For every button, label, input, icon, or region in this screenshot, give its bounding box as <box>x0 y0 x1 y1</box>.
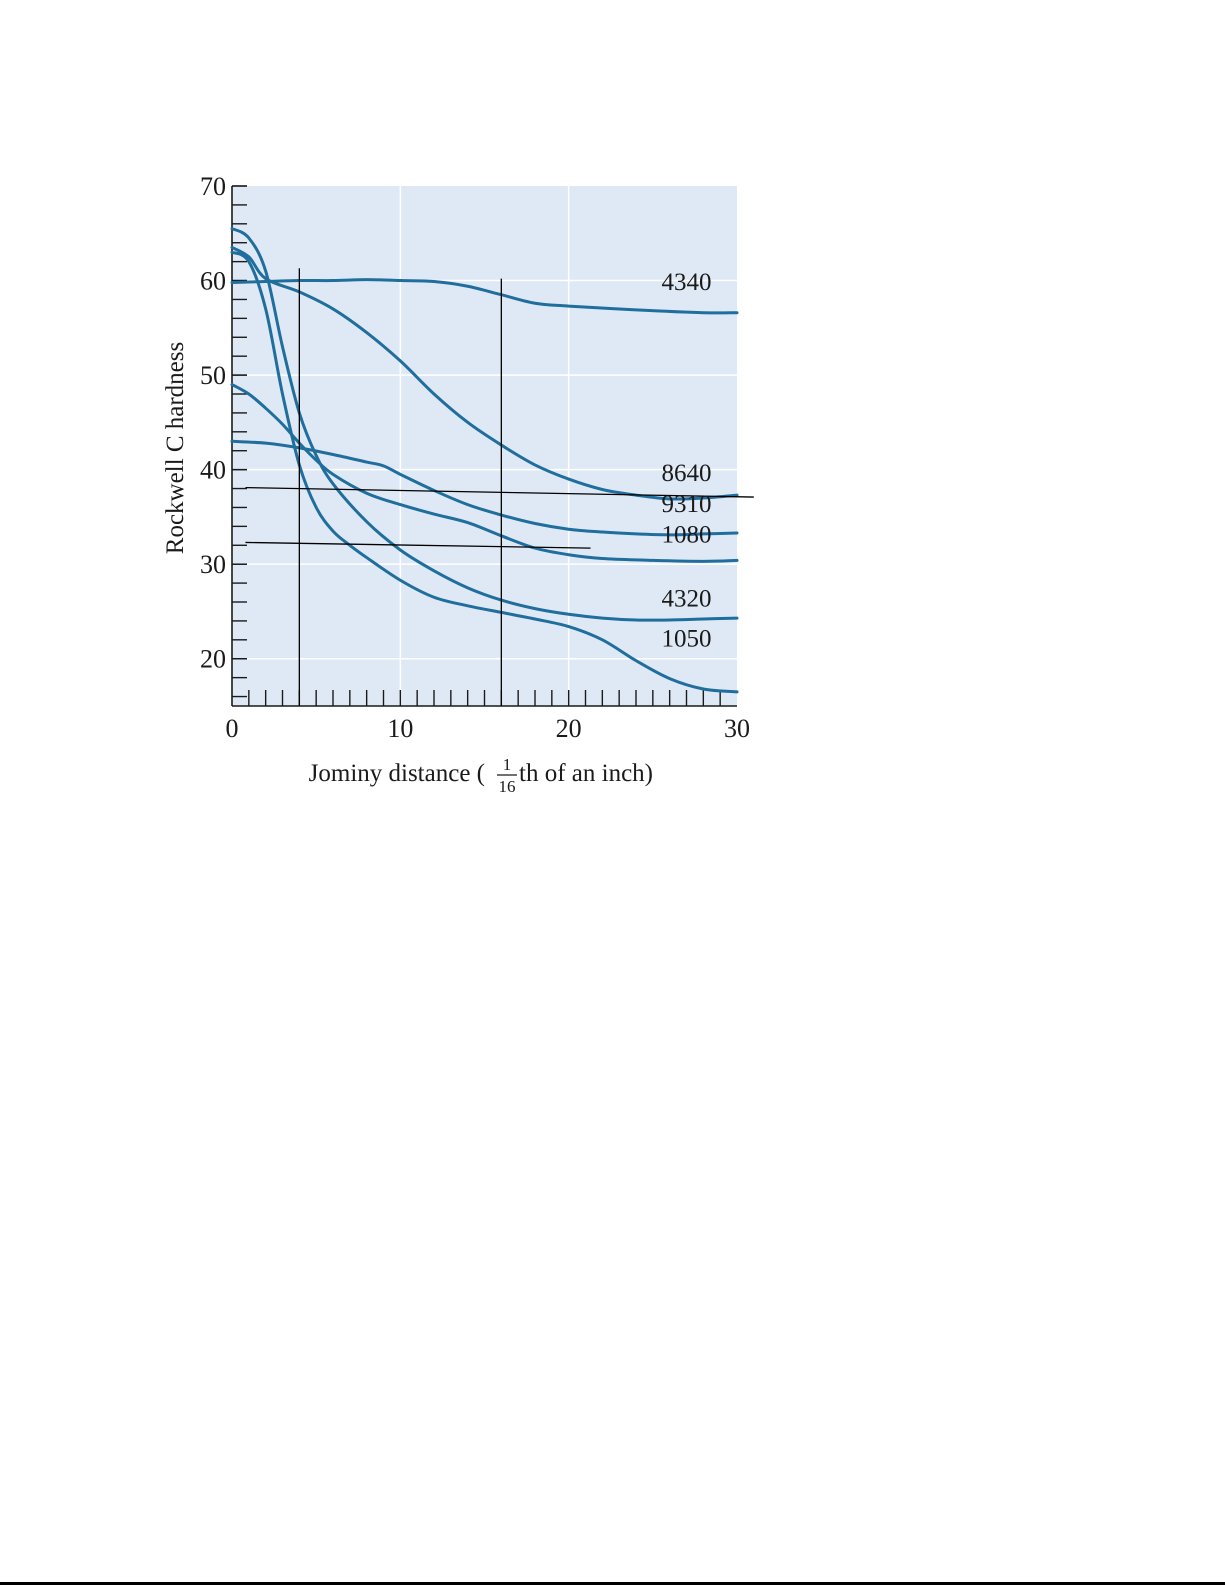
series-line-1050 <box>230 250 739 694</box>
series-label-4320: 4320 <box>662 586 712 613</box>
annotation-line <box>245 541 591 549</box>
series-line-9310 <box>230 439 739 537</box>
annotation-lines <box>245 268 754 706</box>
x-tick-label: 20 <box>556 714 582 743</box>
axes <box>231 186 737 707</box>
series-label-1080: 1080 <box>662 521 712 548</box>
series-label-8640: 8640 <box>662 460 712 487</box>
y-tick-label: 20 <box>200 645 226 674</box>
x-axis-title-fraction-denominator: 16 <box>499 777 516 796</box>
series-line-1080 <box>230 383 739 563</box>
annotation-line <box>245 486 754 498</box>
x-axis-title-end: th of an inch) <box>519 760 653 787</box>
series-line-8640 <box>230 245 739 501</box>
page-bottom-rule <box>0 1582 1225 1585</box>
series-line-4320 <box>230 227 739 622</box>
x-tick-label: 10 <box>387 714 413 743</box>
series-label-1050: 1050 <box>662 625 712 652</box>
y-tick-label: 30 <box>200 550 226 579</box>
tick-labels: 20 30 40 50 60 70 0 10 20 30 <box>200 172 750 743</box>
x-tick-label: 30 <box>724 714 750 743</box>
y-tick-label: 70 <box>200 172 226 201</box>
x-axis-title-start: Jominy distance ( <box>309 760 485 787</box>
x-tick-label: 0 <box>226 714 239 743</box>
x-axis-title: Jominy distance ( 1 16 th of an inch) <box>309 755 653 796</box>
grid-lines <box>232 186 737 706</box>
y-tick-label: 40 <box>200 456 226 485</box>
series-label-9310: 9310 <box>662 491 712 518</box>
x-axis-title-fraction-numerator: 1 <box>503 755 512 774</box>
y-tick-label: 60 <box>200 267 226 296</box>
y-tick-label: 50 <box>200 361 226 390</box>
series-labels: 4340 8640 9310 1080 4320 1050 <box>662 269 712 652</box>
series-label-4340: 4340 <box>662 269 712 296</box>
minor-ticks <box>232 185 721 706</box>
series-curves <box>230 227 739 694</box>
series-line-4340 <box>230 278 739 315</box>
y-axis-title: Rockwell C hardness <box>162 342 189 554</box>
